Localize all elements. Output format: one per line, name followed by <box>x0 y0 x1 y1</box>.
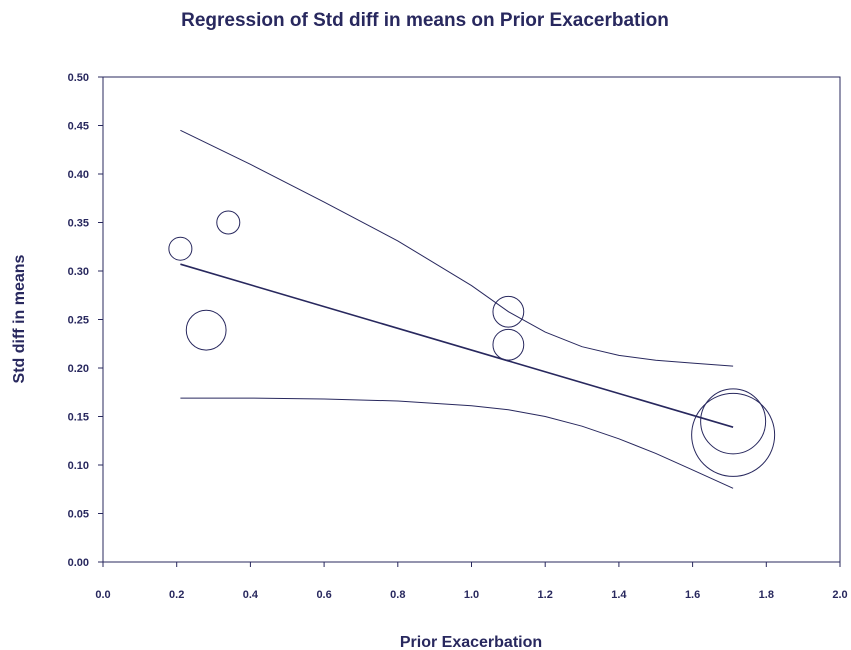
study-point <box>168 236 193 261</box>
y-tick-label: 0.10 <box>68 460 89 472</box>
upper-ci-line <box>180 129 734 367</box>
y-tick-label: 0.30 <box>68 266 89 278</box>
x-axis-label: Prior Exacerbation <box>400 634 542 650</box>
y-tick-label: 0.50 <box>68 72 89 84</box>
chart-title: Regression of Std diff in means on Prior… <box>181 10 669 31</box>
x-tick-label: 0.4 <box>243 589 259 601</box>
x-tick-label: 0.6 <box>316 589 331 601</box>
study-point <box>700 388 767 455</box>
y-axis: 0.00 0.05 0.10 0.15 0.20 0.25 0.30 0.35 0.40 0.45… <box>68 72 103 569</box>
y-tick-label: 0.45 <box>68 121 89 133</box>
y-axis-label: Std diff in means <box>11 254 28 383</box>
y-tick-label: 0.35 <box>68 218 89 230</box>
lower-ci-line <box>180 397 734 489</box>
regression-line <box>180 263 734 428</box>
x-tick-label: 1.0 <box>464 589 479 601</box>
x-axis: 0.0 0.2 0.4 0.6 0.8 1.0 1.2 1.4 1.6 1.8 2.0 <box>95 562 848 601</box>
y-tick-label: 0.20 <box>68 363 89 375</box>
study-points <box>168 210 776 477</box>
confidence-bands <box>180 129 734 489</box>
y-tick-label: 0.05 <box>68 509 89 521</box>
y-tick-label: 0.25 <box>68 315 89 327</box>
study-point <box>492 328 525 361</box>
regression-layer <box>180 263 734 428</box>
y-tick-label: 0.00 <box>68 557 89 569</box>
study-point <box>185 309 227 351</box>
x-tick-label: 1.4 <box>611 589 627 601</box>
x-tick-label: 0.8 <box>390 589 405 601</box>
x-tick-label: 0.0 <box>95 589 110 601</box>
x-tick-label: 1.6 <box>685 589 700 601</box>
y-tick-label: 0.15 <box>68 412 89 424</box>
study-point <box>216 210 241 235</box>
x-tick-label: 1.2 <box>538 589 553 601</box>
x-tick-label: 0.2 <box>169 589 184 601</box>
y-tick-label: 0.40 <box>68 169 89 181</box>
study-point <box>691 392 776 477</box>
x-tick-label: 2.0 <box>832 589 847 601</box>
plot-frame <box>102 76 841 563</box>
study-point <box>492 295 525 328</box>
x-tick-label: 1.8 <box>759 589 774 601</box>
